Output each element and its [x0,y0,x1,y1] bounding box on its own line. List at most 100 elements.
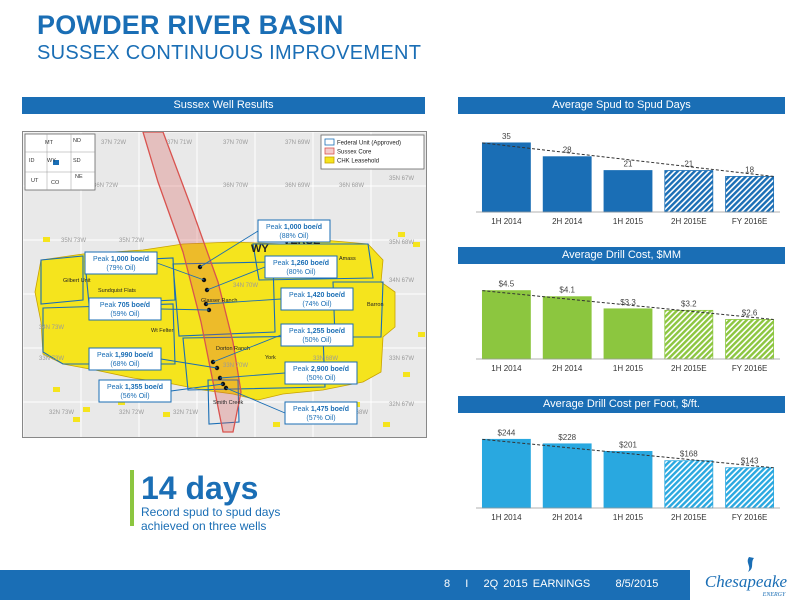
trend-line [482,290,774,320]
leasehold-tract [398,232,405,237]
well-result-callout: Peak 1,260 boe/d (80% Oil) [206,255,338,291]
state-abbrev: MT [45,140,54,146]
drill-cost-chart: $4.5 1H 2014 $4.1 2H 2014 $3.3 1H 2015 $3.2 2H … [470,267,786,379]
state-abbrev: WY [47,158,56,164]
township-label: 37N 72W [101,140,126,146]
bar-fy-2016e [725,176,775,213]
cost-per-foot-svg: $244 1H 2014 $228 2H 2014 $201 1H 2015 $168 2H … [476,428,780,522]
x-tick-label: 1H 2015 [613,513,644,522]
chesapeake-logo: Chesapeake ENERGY [692,553,800,600]
data-label: 21 [624,160,633,169]
state-abbrev: ND [73,138,81,144]
x-tick-label: 2H 2014 [552,217,583,226]
callout-oil-pct: (56% Oil) [120,393,149,400]
bar-1h-2014 [481,290,531,360]
callout-peak: Peak 1,255 boe/d [289,328,345,335]
township-label: 35N 68W [389,240,414,246]
callout-peak: Peak 1,475 boe/d [293,406,349,413]
data-label: $3.2 [681,299,697,308]
data-label: $168 [680,450,698,459]
callout-oil-pct: (50% Oil) [302,337,331,344]
field-label: Amass [339,256,356,262]
township-label: 32N 72W [119,410,144,416]
x-tick-label: FY 2016E [732,513,767,522]
footer-text: 8 I 2Q 2015 EARNINGS 8/5/2015 [444,578,659,590]
leasehold-tract [273,422,280,427]
data-label: 35 [502,132,511,141]
leasehold-tract [418,332,425,337]
footer-bar [0,570,690,600]
callout-oil-pct: (79% Oil) [106,265,135,272]
callout-oil-pct: (80% Oil) [286,269,315,276]
state-label: WY [251,243,269,255]
well-result-callout: Peak 1,000 boe/d (88% Oil) [199,219,331,268]
x-tick-label: 1H 2015 [613,217,644,226]
township-label: 36N 72W [93,183,118,189]
callout-peak: Peak 705 boe/d [100,302,150,309]
township-label: 33N 67W [389,356,414,362]
x-tick-label: 1H 2014 [491,217,522,226]
township-label: 32N 67W [389,402,414,408]
drill-cost-svg: $4.5 1H 2014 $4.1 2H 2014 $3.3 1H 2015 $3.2 2H … [476,280,780,373]
township-label: 37N 71W [167,140,192,146]
well-result-callout: Peak 1,355 boe/d (56% Oil) [98,379,224,403]
callout-peak: Peak 1,000 boe/d [93,256,149,263]
township-label: 37N 69W [285,140,310,146]
data-label: $2.6 [742,308,758,317]
trend-line [482,438,774,469]
x-tick-label: 2H 2015E [671,364,707,373]
map-canvas: 37N 72W 37N 71W 37N 70W 37N 69W 36N 72W 36N 7… [23,132,426,437]
x-tick-label: 1H 2014 [491,364,522,373]
sussex-well-map: 37N 72W 37N 71W 37N 70W 37N 69W 36N 72W 36N 7… [22,131,427,438]
logo-subtext: ENERGY [762,592,786,598]
spud-chart-title: Average Spud to Spud Days [458,97,785,114]
bar-2h-2014 [542,156,592,213]
bar-2h-2015e [664,460,714,509]
callout-peak: Peak 1,355 boe/d [107,384,163,391]
data-label: $244 [498,428,516,437]
sussex-core-trend [142,132,242,433]
callout-text-line1: Record spud to spud days [141,505,281,519]
federal-unit-outline [207,379,240,425]
bar-1h-2014 [481,438,531,509]
callout-peak: Peak 1,000 boe/d [266,224,322,231]
federal-unit-outline [332,281,384,338]
township-label: 35N 67W [389,176,414,182]
spud-days-chart: 35 1H 2014 28 2H 2014 21 1H 2015 21 2H 2015E 18 F… [470,117,786,232]
township-label: 36N 68W [339,183,364,189]
trend-line [482,142,774,177]
data-label: $143 [741,457,759,466]
data-label: $201 [619,440,637,449]
field-label: Glasser Ranch [201,298,237,304]
state-abbrev: ID [29,158,35,164]
well-result-callout: Peak 2,900 boe/d (50% Oil) [219,361,358,385]
well-result-callout: Peak 1,990 boe/d (68% Oil) [88,347,218,371]
spud-days-svg: 35 1H 2014 28 2H 2014 21 1H 2015 21 2H 2015E 18 F… [476,132,780,226]
x-tick-label: FY 2016E [732,217,767,226]
township-label: 34N 70W [233,283,258,289]
field-label: Barron [367,302,384,308]
callout-oil-pct: (88% Oil) [279,233,308,240]
data-label: $4.1 [559,286,575,295]
federal-unit-outline [172,261,276,337]
data-label: $228 [558,433,576,442]
x-tick-label: FY 2016E [732,364,767,373]
field-label: Sundquist Flats [98,288,136,294]
township-label: 33N 73W [39,356,64,362]
bar-1h-2015 [603,451,653,509]
township-label: 33N 70W [223,363,248,369]
field-label: Smith Creek [213,400,244,406]
township-label: 35N 72W [119,238,144,244]
township-label: 37N 70W [223,140,248,146]
bar-1h-2014 [481,142,531,213]
callout-oil-pct: (57% Oil) [306,415,335,422]
callout-headline: 14 days [141,470,259,506]
cost-chart-title: Average Drill Cost, $MM [458,247,785,264]
bar-2h-2014 [542,296,592,360]
leasehold-tract [163,412,170,417]
field-label: Gilbert Unit [63,278,91,284]
state-abbrev: NE [75,174,83,180]
federal-unit-outline [40,255,84,305]
well-result-callout: Peak 705 boe/d (59% Oil) [88,297,210,321]
callout-accent-bar [130,470,134,526]
